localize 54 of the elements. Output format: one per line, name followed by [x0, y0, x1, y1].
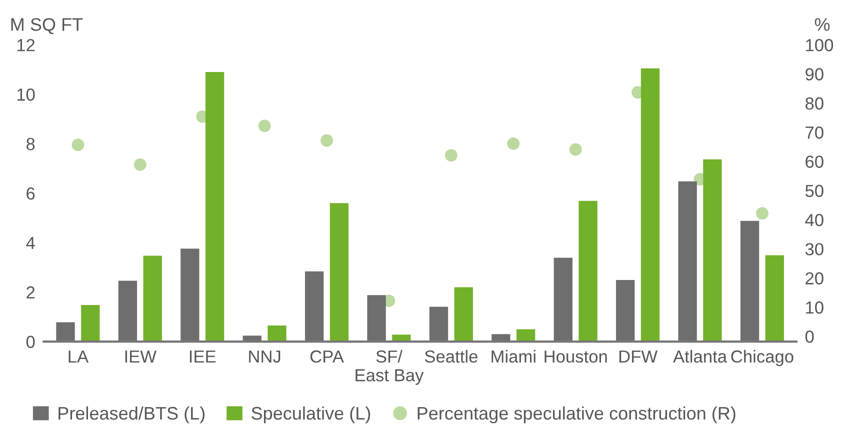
y2-tick-label: 80 — [806, 97, 824, 110]
bar — [205, 72, 224, 342]
x-tick-label: IEW — [125, 350, 156, 363]
y2-tick-label: 100 — [806, 39, 834, 52]
y2-tick-label: 20 — [806, 272, 824, 285]
bar — [765, 255, 784, 342]
x-tick-label: Miami — [492, 350, 536, 363]
y-tick-label: 2 — [26, 286, 35, 298]
x-tick-label: DFW — [619, 350, 658, 363]
y-tick-label: 12 — [17, 39, 35, 52]
bar — [578, 200, 598, 342]
y-tick-label: 6 — [26, 187, 35, 200]
y2-tick-label: 50 — [805, 184, 824, 198]
x-tick-label: LA — [68, 350, 89, 363]
point — [320, 134, 333, 147]
x-tick-label: Seattle — [424, 350, 478, 363]
y-tick-label: 4 — [26, 237, 35, 249]
y2-tick-label: 30 — [805, 243, 824, 256]
y2-tick-label: 70 — [806, 126, 824, 139]
bar — [454, 287, 473, 342]
bar — [81, 305, 100, 342]
x-tick-label: NNJ — [249, 350, 280, 363]
y-tick-label: 10 — [17, 88, 35, 101]
bar — [703, 159, 722, 342]
point — [569, 143, 582, 156]
point — [756, 207, 768, 220]
y2-tick-label: 40 — [805, 214, 824, 226]
x-tick-label: Atlanta — [673, 350, 728, 363]
bar — [640, 68, 660, 342]
y2-axis-title: % — [814, 18, 830, 31]
bar — [516, 329, 536, 342]
y2-tick-label: 10 — [806, 301, 824, 314]
y-tick-label: 0 — [26, 336, 35, 348]
legend-label: Percentage speculative construction (R) — [418, 406, 736, 424]
y-axis-title: M SQ FT — [11, 18, 83, 34]
y2-tick-label: 0 — [805, 330, 814, 343]
legend-label: Speculative (L) — [252, 406, 370, 424]
point — [507, 137, 520, 150]
y2-tick-label: 60 — [806, 156, 824, 168]
legend-label: Preleased/BTS (L) — [58, 406, 205, 424]
x-tick-label: Houston — [544, 350, 607, 363]
y2-tick-label: 90 — [806, 68, 824, 80]
bar — [268, 326, 286, 342]
bar — [330, 203, 349, 342]
bar — [143, 256, 162, 342]
x-tick-label: SF/ East Bay — [356, 350, 424, 385]
x-tick-label: Chicago — [731, 350, 794, 366]
point — [444, 149, 458, 162]
point — [134, 158, 146, 171]
x-tick-label: IEE — [190, 350, 216, 363]
y-tick-label: 8 — [26, 138, 35, 150]
x-tick-label: CPA — [310, 350, 344, 363]
point — [72, 138, 84, 152]
point — [258, 120, 271, 132]
